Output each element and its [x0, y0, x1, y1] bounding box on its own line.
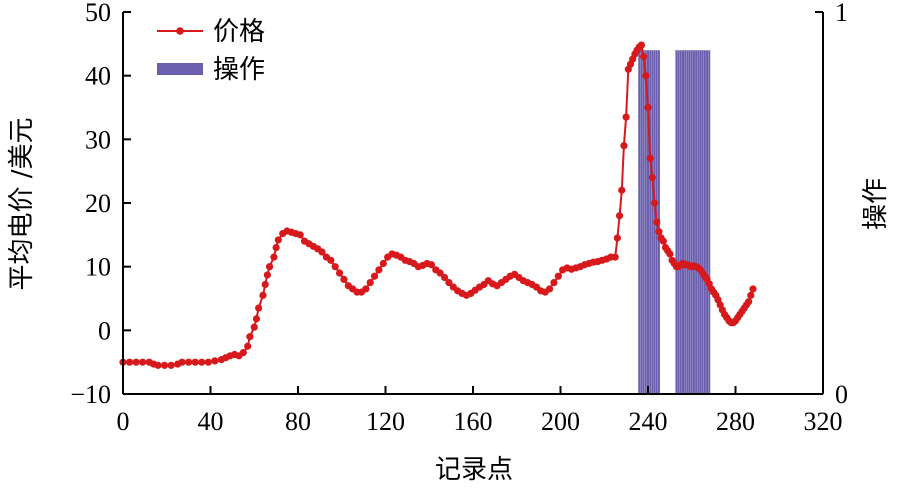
x-tick-label: 160 [454, 407, 493, 436]
price-point [239, 349, 247, 357]
y-right-tick-label: 1 [835, 0, 848, 27]
price-point [545, 285, 554, 293]
x-axis-title: 记录点 [435, 455, 513, 485]
price-point [618, 186, 626, 194]
price-point [167, 361, 175, 369]
price-point [139, 358, 147, 366]
y-left-tick-label: −10 [70, 380, 111, 409]
price-point [620, 142, 628, 150]
y-left-tick-label: 20 [85, 189, 111, 218]
price-point [622, 113, 630, 121]
price-point [191, 358, 199, 366]
price-point [154, 361, 162, 369]
price-point [427, 261, 436, 269]
price-point [335, 269, 344, 277]
price-point [613, 234, 621, 242]
x-tick-label: 280 [716, 407, 755, 436]
price-point [272, 243, 280, 252]
price-point [274, 236, 282, 244]
legend-price-marker [176, 27, 184, 35]
price-point [554, 272, 562, 280]
price-point [211, 357, 219, 365]
price-point [296, 231, 304, 239]
legend-operation-label: 操作 [213, 55, 265, 85]
price-point [648, 173, 656, 182]
y-right-tick-label: 0 [835, 380, 848, 409]
price-point [375, 266, 383, 274]
y-left-tick-label: 0 [98, 316, 111, 345]
price-point [263, 271, 271, 279]
price-point [370, 272, 379, 280]
price-point [747, 291, 755, 299]
price-point [259, 291, 267, 299]
price-point [327, 256, 335, 264]
price-point [265, 263, 274, 271]
y-left-tick-label: 40 [85, 62, 111, 91]
x-tick-label: 200 [541, 407, 580, 436]
price-point [246, 333, 254, 341]
x-tick-label: 0 [117, 407, 130, 436]
y-axis-right-title: 操作 [861, 178, 891, 230]
price-point [366, 278, 374, 287]
x-tick-label: 240 [629, 407, 668, 436]
price-point [640, 52, 648, 61]
price-point [659, 237, 667, 245]
price-point [615, 212, 624, 220]
price-point [204, 358, 212, 366]
price-point [340, 275, 348, 283]
price-point [611, 253, 619, 261]
price-point [160, 361, 169, 369]
y-axis-left-title: 平均电价 /美元 [7, 117, 37, 290]
price-point [666, 250, 674, 258]
price-point [185, 358, 193, 366]
y-left-tick-label: 50 [85, 0, 111, 27]
price-point [198, 358, 206, 366]
price-point [436, 269, 444, 277]
x-tick-label: 40 [198, 407, 224, 436]
price-point [331, 263, 339, 271]
x-tick-label: 80 [285, 407, 311, 436]
legend-operation-swatch [157, 63, 203, 75]
y-left-tick-label: 30 [85, 125, 111, 154]
price-point [653, 218, 661, 226]
y-left-tick-label: 10 [85, 253, 111, 282]
price-point [445, 278, 453, 287]
x-tick-label: 120 [366, 407, 405, 436]
operation-bars [638, 50, 711, 394]
price-point [132, 358, 140, 366]
price-point [745, 298, 753, 306]
price-point [550, 278, 558, 287]
price-point [244, 342, 252, 350]
price-point [655, 228, 663, 236]
price-point [379, 259, 387, 268]
price-point [362, 285, 370, 293]
price-point [261, 280, 269, 289]
price-point [637, 41, 646, 49]
price-point [318, 248, 326, 256]
price-point [178, 358, 186, 366]
price-point [642, 72, 650, 80]
price-line [119, 41, 757, 369]
axes [122, 11, 824, 395]
price-point [749, 285, 757, 293]
price-point [440, 273, 449, 282]
x-tick-label: 320 [804, 407, 843, 436]
price-point [644, 103, 652, 112]
legend-price-label: 价格 [213, 17, 265, 47]
price-point [252, 315, 261, 323]
price-point [270, 253, 278, 261]
price-point [646, 154, 654, 163]
price-point [650, 199, 659, 207]
price-point [250, 323, 258, 331]
price-point [255, 304, 263, 312]
price-point [125, 358, 134, 366]
